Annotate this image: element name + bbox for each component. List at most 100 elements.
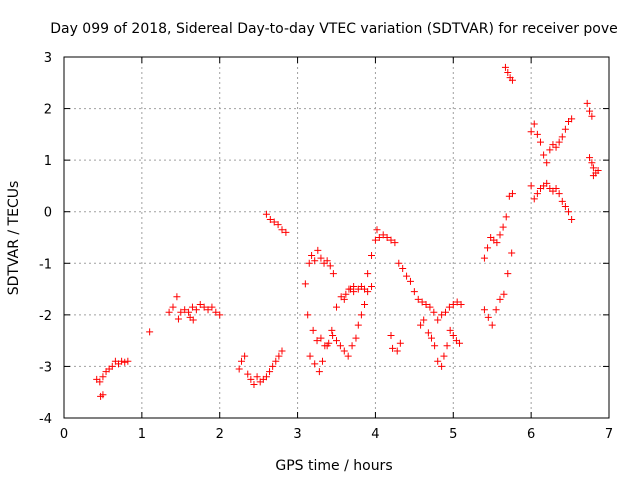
- data-point: [204, 306, 212, 314]
- x-tick-label: 5: [449, 427, 457, 442]
- data-point: [500, 290, 508, 298]
- data-point: [508, 190, 516, 198]
- data-point: [174, 315, 182, 323]
- data-point: [96, 378, 104, 386]
- data-point: [315, 368, 323, 376]
- data-point: [536, 138, 544, 146]
- data-points: [93, 63, 602, 400]
- data-point: [586, 154, 594, 162]
- data-point: [304, 311, 312, 319]
- x-tick-label: 0: [60, 427, 68, 442]
- data-point: [305, 259, 313, 267]
- data-point: [368, 252, 376, 260]
- data-point: [504, 68, 512, 76]
- data-point: [395, 259, 403, 267]
- data-point: [352, 334, 360, 342]
- data-point: [383, 234, 391, 241]
- data-point: [387, 236, 395, 244]
- data-point: [410, 288, 418, 296]
- data-point: [238, 357, 246, 365]
- data-point: [552, 185, 560, 193]
- data-point: [434, 316, 442, 324]
- data-point: [108, 362, 116, 370]
- data-point: [586, 107, 594, 115]
- data-point: [208, 303, 216, 311]
- data-point: [552, 143, 560, 151]
- data-point: [165, 308, 173, 316]
- data-point: [348, 342, 356, 350]
- data-point: [434, 357, 442, 365]
- data-point: [499, 223, 507, 231]
- data-point: [241, 352, 249, 360]
- data-point: [533, 190, 541, 198]
- x-axis-label: GPS time / hours: [275, 458, 392, 474]
- data-point: [309, 326, 317, 334]
- data-point: [272, 357, 280, 365]
- data-point: [301, 280, 309, 288]
- data-point: [262, 210, 270, 218]
- x-tick-label: 1: [138, 427, 146, 442]
- data-point: [453, 298, 461, 306]
- data-point: [543, 179, 551, 187]
- data-point: [311, 257, 319, 265]
- data-point: [118, 357, 126, 365]
- data-point: [354, 321, 362, 329]
- data-point: [99, 391, 107, 399]
- data-point: [189, 316, 197, 324]
- data-point: [496, 295, 504, 303]
- data-point: [502, 213, 510, 221]
- data-point: [493, 239, 501, 247]
- data-point: [422, 301, 430, 309]
- data-point: [262, 373, 270, 381]
- data-point: [269, 362, 277, 370]
- data-point: [446, 326, 454, 334]
- y-tick-label: 3: [44, 51, 52, 66]
- data-point: [200, 303, 208, 311]
- data-point: [177, 308, 185, 316]
- data-point: [484, 313, 492, 321]
- data-point: [568, 115, 576, 123]
- data-point: [169, 303, 177, 311]
- data-point: [250, 380, 258, 388]
- data-point: [418, 298, 426, 306]
- data-point: [568, 215, 576, 223]
- data-point: [146, 328, 154, 336]
- data-point: [588, 112, 596, 120]
- data-point: [508, 249, 516, 257]
- data-point: [393, 347, 401, 355]
- data-point: [540, 151, 548, 159]
- x-tick-label: 6: [527, 427, 535, 442]
- data-point: [430, 308, 438, 316]
- data-point: [375, 234, 383, 241]
- plot-frame: [63, 56, 610, 419]
- data-point: [188, 303, 196, 311]
- data-point: [326, 262, 334, 270]
- data-point: [185, 308, 193, 316]
- data-point: [555, 190, 563, 198]
- data-point: [196, 301, 204, 309]
- data-point: [438, 311, 446, 319]
- data-point: [558, 133, 566, 141]
- data-point: [282, 228, 290, 236]
- data-point: [274, 221, 282, 229]
- data-point: [333, 303, 340, 311]
- data-point: [527, 128, 535, 136]
- data-point: [373, 226, 381, 234]
- data-point: [266, 368, 274, 376]
- y-tick-label: -3: [39, 360, 52, 375]
- data-point: [318, 357, 326, 365]
- data-point: [527, 182, 535, 190]
- y-tick-label: 1: [44, 154, 52, 169]
- data-point: [449, 331, 457, 339]
- data-point: [181, 306, 189, 314]
- data-point: [480, 306, 488, 314]
- data-point: [306, 352, 314, 360]
- chart-title: Day 099 of 2018, Sidereal Day-to-day VTE…: [50, 21, 618, 37]
- data-point: [449, 301, 457, 309]
- data-point: [480, 254, 488, 262]
- data-point: [99, 373, 107, 381]
- y-axis-label: SDTVAR / TECUs: [6, 181, 22, 296]
- data-point: [594, 166, 602, 174]
- data-point: [565, 208, 573, 216]
